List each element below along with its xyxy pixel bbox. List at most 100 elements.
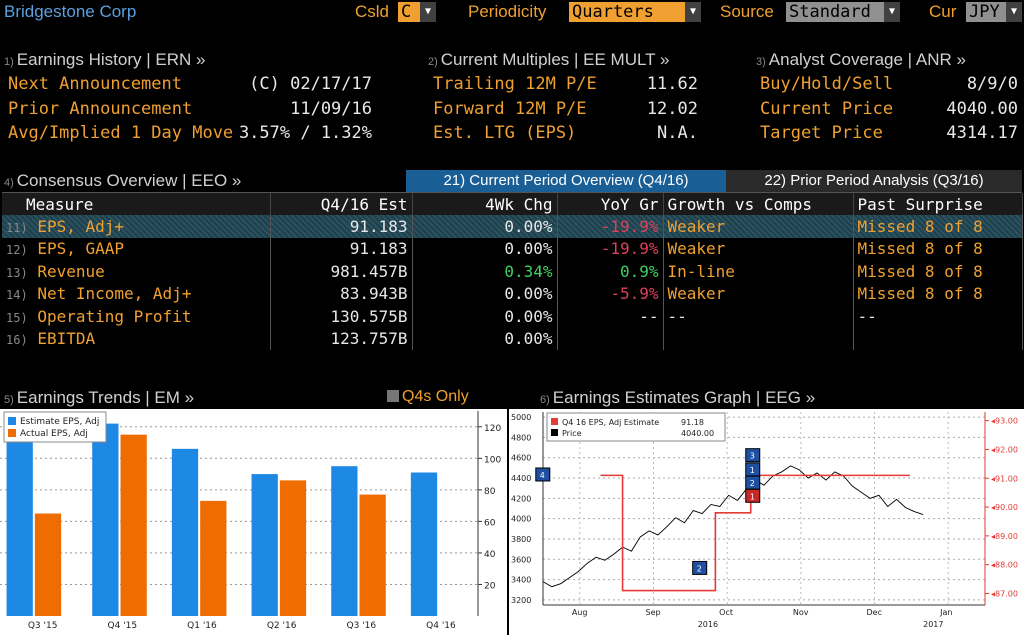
table-row[interactable]: 14) Net Income, Adj+ 83.943B 0.00% -5.9%…	[2, 282, 1023, 305]
y-tick-label: 20	[484, 581, 496, 591]
chart-legend: Estimate EPS, Adj Actual EPS, Adj	[3, 411, 107, 443]
table-row[interactable]: 15) Operating Profit 130.575B 0.00% -- -…	[2, 305, 1023, 328]
earnings-graph-link[interactable]: 6) Earnings Estimates Graph | EEG »	[540, 388, 816, 407]
legend-swatch	[551, 429, 558, 436]
y-tick-label: 60	[484, 518, 496, 528]
y-tick-label: 40	[484, 550, 496, 560]
security-title: Bridgestone Corp	[4, 2, 137, 21]
x-tick-label: Nov	[793, 608, 809, 617]
cur-dropdown[interactable]: JPY ▼	[966, 2, 1022, 22]
right-tick-label: ◂89.00	[991, 532, 1018, 541]
x-tick-label: Q1 '16	[187, 621, 217, 631]
legend-label: Price	[562, 429, 582, 438]
left-tick-label: 4000	[511, 515, 531, 524]
x-tick-label: Sep	[646, 608, 661, 617]
legend-label: Estimate EPS, Adj	[20, 417, 99, 427]
chevron-down-icon: ▼	[1006, 2, 1022, 22]
legend-value: 91.18	[681, 418, 704, 427]
consensus-table-wrap: Measure Q4/16 Est 4Wk Chg YoY Gr Growth …	[2, 192, 1023, 350]
trailing-pe-row: Trailing 12M P/E 11.62	[433, 74, 698, 94]
table-row[interactable]: 13) Revenue 981.457B 0.34% 0.9% In-line …	[2, 260, 1023, 283]
estimate-bar	[331, 466, 358, 616]
periodicity-label: Periodicity	[468, 2, 547, 21]
table-row[interactable]: 11) EPS, Adj+ 91.183 0.00% -19.9% Weaker…	[2, 215, 1023, 238]
csld-label: Csld	[355, 2, 390, 21]
right-tick-label: ◂88.00	[991, 561, 1018, 570]
current-multiples-link[interactable]: 2) Current Multiples | EE MULT »	[428, 50, 670, 69]
legend-swatch	[8, 429, 16, 437]
estimate-bar	[92, 423, 119, 616]
legend-label: Actual EPS, Adj	[20, 429, 88, 439]
next-announcement-row: Next Announcement (C) 02/17/17	[8, 74, 372, 94]
earnings-trends-chart: 20 40 60 80 100 120 Q3 '15 Q4 '15 Q1 '16 Q2 '16 Q3…	[0, 409, 507, 635]
x-tick-label: Q4 '16	[426, 621, 456, 631]
current-price-row: Current Price 4040.00	[760, 98, 1018, 119]
x-tick-label: Jan	[939, 608, 952, 617]
estimate-bar	[6, 436, 33, 616]
estimate-bar	[251, 474, 278, 616]
checkbox-icon	[387, 390, 399, 402]
estimate-bar	[171, 448, 199, 616]
tab-current-period[interactable]: 21) Current Period Overview (Q4/16)	[406, 170, 726, 192]
ltg-row: Est. LTG (EPS) N.A.	[433, 123, 698, 143]
consensus-table: Measure Q4/16 Est 4Wk Chg YoY Gr Growth …	[2, 193, 1023, 350]
price-line	[542, 465, 924, 588]
earnings-graph-chart: 3200 3400 3600 3800 4000 4200 4400 4600 4800 5000…	[509, 409, 1024, 635]
col-yoy: YoY Gr	[557, 193, 664, 215]
revision-marker[interactable]	[745, 448, 761, 463]
x-tick-label: Dec	[867, 608, 882, 617]
col-measure: Measure	[2, 193, 271, 215]
table-row[interactable]: 12) EPS, GAAP 91.183 0.00% -19.9% Weaker…	[2, 237, 1023, 260]
avg-move-row: Avg/Implied 1 Day Move 3.57% / 1.32%	[8, 123, 372, 143]
earnings-history-panel: Next Announcement (C) 02/17/17 Prior Anno…	[8, 74, 372, 148]
y-tick-label: 120	[484, 424, 501, 434]
col-chg: 4Wk Chg	[412, 193, 558, 215]
actual-bar	[200, 500, 227, 616]
forward-pe-row: Forward 12M P/E 12.02	[433, 98, 698, 119]
table-header-row: Measure Q4/16 Est 4Wk Chg YoY Gr Growth …	[2, 193, 1023, 215]
buy-hold-sell-row: Buy/Hold/Sell 8/9/0	[760, 74, 1018, 94]
left-tick-label: 3800	[511, 535, 531, 544]
source-value: Standard	[786, 2, 884, 22]
left-tick-label: 3600	[511, 555, 531, 564]
consensus-overview-link[interactable]: 4) Consensus Overview | EEO »	[4, 171, 242, 190]
revision-marker[interactable]	[535, 467, 551, 482]
actual-bar	[279, 480, 307, 616]
y-tick-label: 80	[484, 487, 496, 497]
revision-marker[interactable]	[692, 560, 708, 575]
right-tick-label: ◂87.00	[991, 589, 1018, 598]
right-tick-label: ◂91.00	[991, 474, 1018, 483]
x-year-label: 2016	[698, 620, 718, 629]
chevron-down-icon: ▼	[685, 2, 701, 22]
left-tick-label: 5000	[511, 413, 531, 422]
earnings-trends-link[interactable]: 5) Earnings Trends | EM »	[4, 388, 195, 407]
tab-prior-period[interactable]: 22) Prior Period Analysis (Q3/16)	[726, 170, 1022, 192]
x-tick-label: Aug	[572, 608, 588, 617]
earnings-history-link[interactable]: 1) Earnings History | ERN »	[4, 50, 206, 69]
periodicity-dropdown[interactable]: Quarters ▼	[569, 2, 701, 22]
left-tick-label: 3400	[511, 576, 531, 585]
q4s-only-toggle[interactable]: Q4s Only	[387, 388, 469, 406]
revision-marker-label: 4	[540, 471, 545, 480]
table-row[interactable]: 16) EBITDA 123.757B 0.00%	[2, 327, 1023, 350]
revision-marker-label: 2	[697, 564, 702, 573]
legend-label: Q4 16 EPS, Adj Estimate	[562, 418, 659, 427]
left-tick-label: 4600	[511, 454, 531, 463]
source-dropdown[interactable]: Standard ▼	[786, 2, 900, 22]
right-tick-label: ◂90.00	[991, 503, 1018, 512]
left-tick-label: 3200	[511, 596, 531, 605]
right-tick-label: ◂93.00	[991, 417, 1018, 426]
revision-marker[interactable]	[745, 488, 761, 503]
x-tick-label: Q4 '15	[108, 621, 138, 631]
col-comps: Growth vs Comps	[663, 193, 854, 215]
periodicity-value: Quarters	[569, 2, 685, 22]
analyst-coverage-panel: Buy/Hold/Sell 8/9/0 Current Price 4040.00 …	[760, 74, 1018, 148]
y-tick-label: 100	[484, 455, 501, 465]
analyst-coverage-link[interactable]: 3) Analyst Coverage | ANR »	[756, 50, 966, 69]
left-tick-label: 4400	[511, 474, 531, 483]
x-tick-label: Oct	[719, 608, 733, 617]
left-tick-label: 4800	[511, 433, 531, 442]
csld-dropdown[interactable]: C ▼	[398, 2, 436, 22]
legend-value: 4040.00	[681, 429, 714, 438]
x-tick-label: Q3 '15	[28, 621, 58, 631]
